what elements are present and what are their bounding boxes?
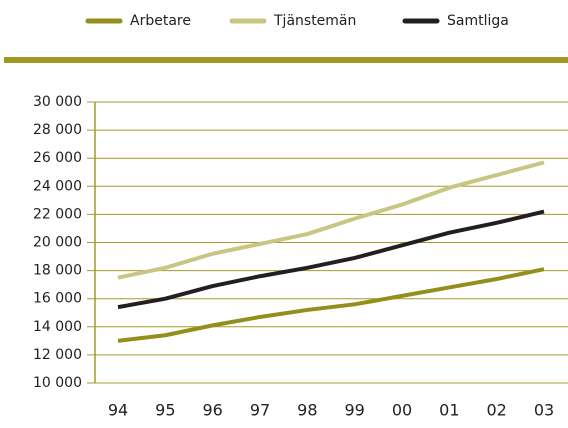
y-tick-label: 30 000 <box>33 94 82 110</box>
x-tick-label: 95 <box>155 401 175 420</box>
x-tick-label: 01 <box>439 401 459 420</box>
y-tick-label: 12 000 <box>33 347 82 363</box>
x-tick-label: 97 <box>250 401 270 420</box>
y-tick-label: 28 000 <box>33 122 82 138</box>
series-line <box>117 209 545 310</box>
legend-label: Tjänstemän <box>273 13 356 29</box>
x-tick-label: 99 <box>344 401 364 420</box>
header-bar <box>4 57 568 63</box>
series-line <box>117 267 545 343</box>
y-tick-label: 16 000 <box>33 291 82 307</box>
x-tick-label: 96 <box>202 401 222 420</box>
x-tick-label: 03 <box>534 401 554 420</box>
y-tick-label: 22 000 <box>33 206 82 222</box>
y-tick-label: 26 000 <box>33 150 82 166</box>
x-tick-label: 02 <box>486 401 506 420</box>
legend-label: Arbetare <box>130 13 191 29</box>
x-tick-label: 00 <box>392 401 412 420</box>
y-tick-label: 24 000 <box>33 178 82 194</box>
series-line <box>117 160 545 280</box>
y-tick-label: 20 000 <box>33 235 82 251</box>
y-tick-label: 10 000 <box>33 375 82 391</box>
x-tick-label: 94 <box>108 401 128 420</box>
y-tick-label: 14 000 <box>33 319 82 335</box>
x-tick-label: 98 <box>297 401 317 420</box>
legend-label: Samtliga <box>447 13 509 29</box>
y-tick-label: 18 000 <box>33 263 82 279</box>
